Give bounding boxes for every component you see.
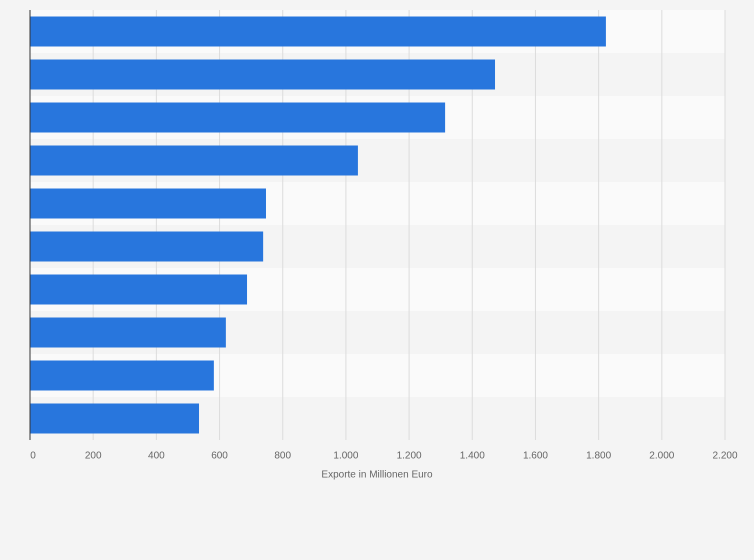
x-axis-title: Exporte in Millionen Euro [321,470,433,481]
bar [30,16,606,47]
bar [30,317,226,348]
x-tick-label: 1.400 [460,451,485,462]
x-tick-label: 2.000 [649,451,674,462]
bar [30,231,264,262]
x-tick-label: 400 [148,451,165,462]
bar [30,102,446,133]
x-tick-label: 200 [85,451,102,462]
bar [30,274,248,305]
x-tick-label: 600 [211,451,228,462]
x-tick-label: 2.200 [712,451,737,462]
bar [30,360,214,391]
bar [30,59,496,90]
x-tick-label: 800 [274,451,291,462]
x-tick-label: 1.000 [333,451,358,462]
x-tick-label: 1.200 [397,451,422,462]
x-tick-label: 1.800 [586,451,611,462]
x-tick-label: 0 [30,451,36,462]
bar [30,145,358,176]
x-tick-label: 1.600 [523,451,548,462]
bar [30,403,200,434]
bar [30,188,266,219]
